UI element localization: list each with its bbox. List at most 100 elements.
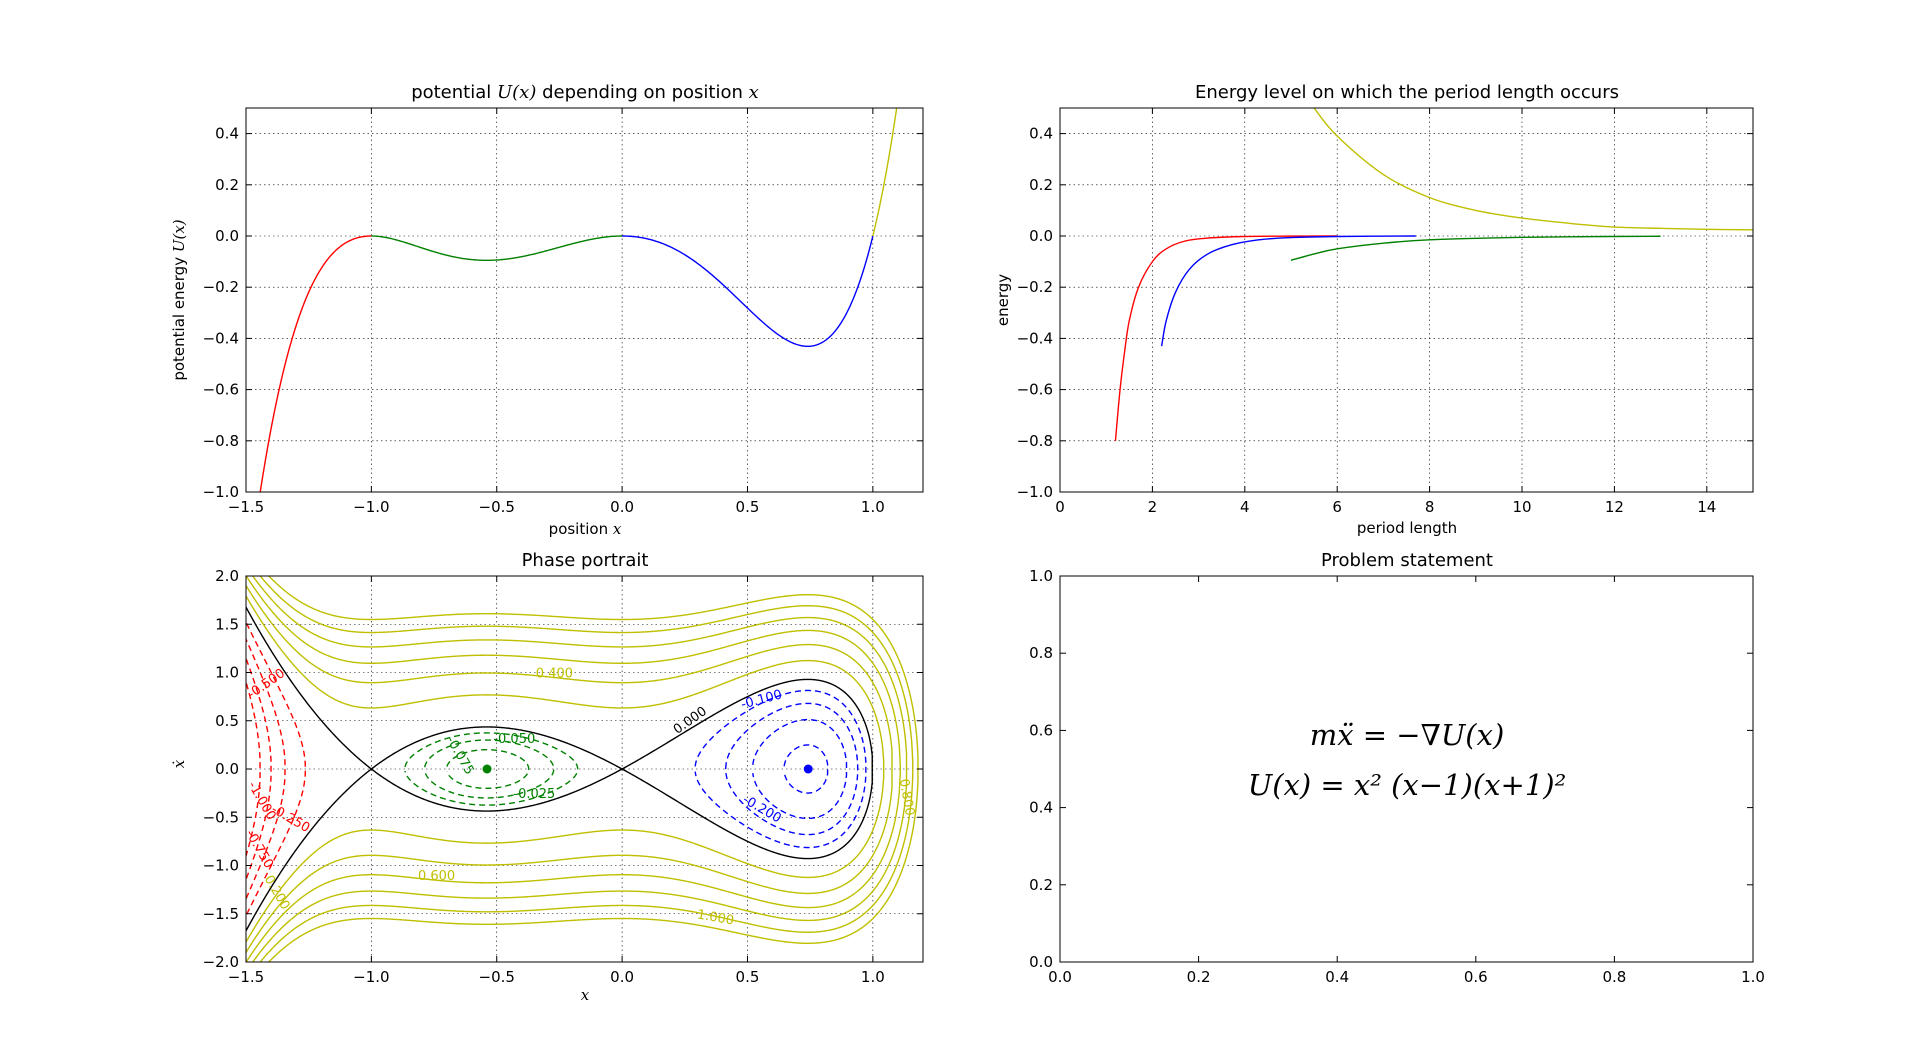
contour-label: -0.025 (513, 787, 555, 802)
y-tick-label: 1.0 (1029, 567, 1053, 585)
x-tick-label: −1.0 (353, 968, 389, 986)
y-tick-label: −0.6 (203, 381, 239, 399)
x-tick-label: −1.0 (353, 498, 389, 516)
phase-ticks: −1.5 −1.0 −0.5 0.0 0.5 1.0−2.0−1.5−1.0−0.50.0… (203, 567, 923, 986)
y-tick-label: 0.6 (1029, 721, 1053, 739)
phase-contour-line (424, 739, 555, 799)
y-tick-label: 0.0 (1029, 227, 1053, 245)
x-tick-label: 0.0 (1048, 968, 1072, 986)
phase-contour-line (246, 656, 272, 882)
x-tick-label: 0 (1055, 498, 1065, 516)
potential-ticks: −1.5 −1.0 −0.5 0.0 0.5 1.0−1.0−0.8−0.6−0.4−0.… (203, 108, 923, 516)
y-tick-label: 0.0 (1029, 953, 1053, 971)
phase-title: Phase portrait (522, 550, 649, 571)
y-tick-label: −0.4 (203, 329, 239, 347)
x-tick-label: 0.0 (610, 968, 634, 986)
y-tick-label: −1.0 (1017, 483, 1053, 501)
y-tick-label: −0.5 (203, 808, 239, 826)
y-tick-label: 0.0 (215, 227, 239, 245)
equilibrium-point (482, 764, 492, 774)
x-tick-label: 14 (1697, 498, 1716, 516)
potential-series-line (622, 235, 874, 348)
x-tick-label: 10 (1512, 498, 1531, 516)
period-series-line (1290, 235, 1661, 261)
x-tick-label: −1.5 (228, 968, 264, 986)
period-grid (1059, 108, 1753, 493)
y-tick-label: 0.4 (215, 125, 239, 143)
phase-contour-line (251, 576, 908, 962)
statement-title: Problem statement (1321, 550, 1493, 571)
y-tick-label: 0.0 (215, 760, 239, 778)
contour-label: -0.750 (242, 827, 276, 871)
y-tick-label: −1.0 (203, 483, 239, 501)
equation-of-motion: mẍ = −∇U(x) (1310, 718, 1505, 752)
phase-contour-line (246, 584, 893, 954)
phase-contour-line (246, 605, 873, 933)
potential-grid (245, 108, 923, 493)
potential-panel: −1.5 −1.0 −0.5 0.0 0.5 1.0−1.0−0.8−0.6−0.4−0.… (170, 82, 924, 538)
phase-contour-line (783, 744, 829, 794)
x-tick-label: −0.5 (479, 968, 515, 986)
x-tick-label: −0.5 (479, 498, 515, 516)
phase-contour-line (404, 732, 579, 806)
contour-label: 0.800 (896, 778, 917, 817)
y-tick-label: 0.8 (1029, 644, 1053, 662)
x-tick-label: 0.0 (610, 498, 634, 516)
x-tick-label: 4 (1240, 498, 1250, 516)
potential-series-line (259, 235, 372, 492)
x-tick-label: 0.8 (1602, 968, 1626, 986)
equilibrium-point (803, 764, 813, 774)
statement-panel: 0.0 0.2 0.4 0.6 0.8 1.0 0.0 0.2 0.4 0.6 0.8 1.0 Pro… (1029, 550, 1765, 986)
x-tick-label: 1.0 (861, 968, 885, 986)
potential-xlabel: position x (549, 520, 622, 538)
phase-grid (245, 575, 923, 963)
potential-plot-area (259, 108, 898, 492)
x-tick-label: −1.5 (228, 498, 264, 516)
phase-contour-line (446, 748, 530, 790)
y-tick-label: 0.2 (215, 176, 239, 194)
phase-contour-line (246, 620, 307, 918)
x-tick-label: 8 (1425, 498, 1435, 516)
potential-title: potential U(x) depending on position x (411, 82, 759, 103)
x-tick-label: 0.6 (1464, 968, 1488, 986)
y-tick-label: −1.5 (203, 905, 239, 923)
x-tick-label: 0.5 (736, 968, 760, 986)
contour-label: 0.400 (536, 666, 573, 681)
period-xlabel: period length (1357, 519, 1457, 537)
period-axes-frame (1059, 107, 1754, 493)
y-tick-label: 2.0 (215, 567, 239, 585)
y-tick-label: −0.6 (1017, 381, 1053, 399)
y-tick-label: 0.2 (1029, 176, 1053, 194)
phase-contour-line (246, 576, 901, 962)
phase-contour-line (259, 576, 914, 962)
y-tick-label: 0.5 (215, 712, 239, 730)
period-series-line (1114, 235, 1338, 441)
period-title: Energy level on which the period length … (1195, 82, 1619, 103)
contour-label: -0.500 (245, 666, 288, 702)
contour-label: -0.075 (443, 734, 477, 778)
x-tick-label: 0.2 (1187, 968, 1211, 986)
contour-label: -0.200 (740, 792, 784, 826)
y-tick-label: 1.5 (215, 615, 239, 633)
contour-label: -0.250 (268, 802, 312, 836)
potential-axes-frame (245, 107, 924, 493)
period-ylabel: energy (994, 274, 1012, 326)
x-tick-label: 1.0 (861, 498, 885, 516)
y-tick-label: 0.4 (1029, 799, 1053, 817)
contour-label: 0.600 (418, 869, 455, 884)
phase-xlabel: x (581, 986, 590, 1004)
y-tick-label: 0.4 (1029, 125, 1053, 143)
period-ticks: 0 2 4 6 8 10 12 14 −1.0 −0.8 −0.6 −0.4 −0.2 0.0 0.2 0.4 (1017, 108, 1753, 516)
period-series-line (1313, 108, 1753, 231)
potential-series-line (371, 235, 623, 262)
y-tick-label: −1.0 (203, 857, 239, 875)
statement-ticks: 0.0 0.2 0.4 0.6 0.8 1.0 0.0 0.2 0.4 0.6 0.8 1.0 (1029, 567, 1765, 986)
y-tick-label: −0.8 (203, 432, 239, 450)
phase-contour-line (752, 718, 848, 820)
period-series-line (1160, 235, 1416, 347)
phase-contour-line (694, 689, 867, 849)
period-panel: 0 2 4 6 8 10 12 14 −1.0 −0.8 −0.6 −0.4 −0.2 0.0 0.2 0.4… (994, 82, 1754, 537)
x-tick-label: 12 (1605, 498, 1624, 516)
x-tick-label: 0.5 (736, 498, 760, 516)
